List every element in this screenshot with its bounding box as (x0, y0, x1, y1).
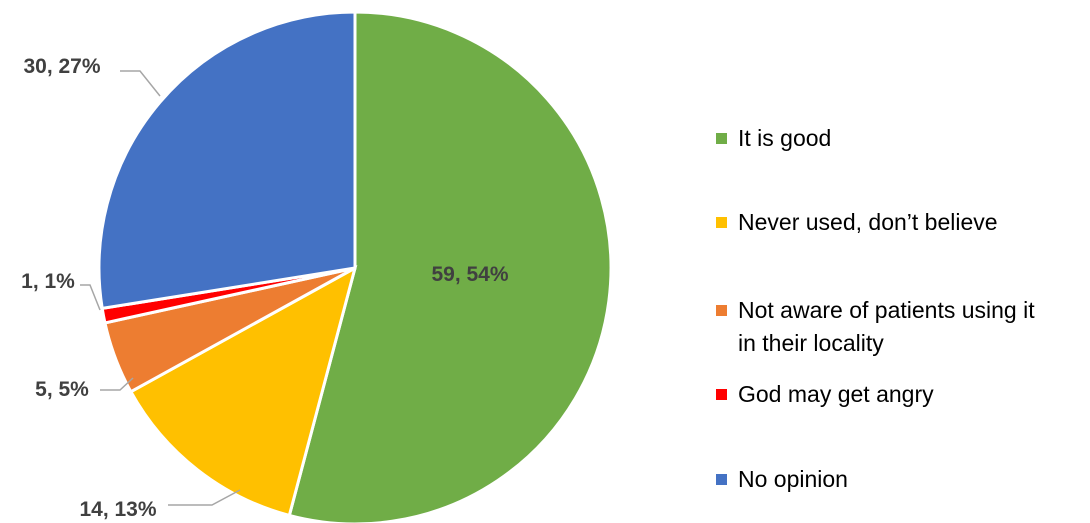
legend-label-no-opinion: No opinion (738, 466, 848, 492)
legend-label-it-is-good: It is good (738, 125, 831, 151)
legend: It is good Never used, don’t believe Not a… (716, 125, 1035, 492)
data-labels: 59, 54% 14, 13% 5, 5% 1, 1% 30, 27% (21, 55, 509, 521)
legend-swatch-never-used-don-t-believe (716, 217, 727, 228)
data-label-never-used-don-t-believe: 14, 13% (79, 498, 156, 521)
pie-slices (97, 10, 613, 523)
slice-no-opinion (97, 10, 357, 311)
data-label-it-is-good: 59, 54% (431, 263, 508, 286)
leader-line-god-may-get-angry (80, 284, 101, 311)
leader-line-not-aware-of-patients-using-it-in-their-locality (100, 377, 134, 391)
legend-swatch-it-is-good (716, 133, 727, 144)
legend-swatch-god-may-get-angry (716, 389, 727, 400)
leader-lines (80, 70, 241, 506)
legend-swatch-not-aware-of-patients-using-it-in-their-locality (716, 305, 727, 316)
legend-swatch-no-opinion (716, 474, 727, 485)
data-label-not-aware-of-patients-using-it-in-their-locality: 5, 5% (35, 378, 89, 401)
slice-never-used-don-t-believe (128, 264, 358, 518)
slice-it-is-good (287, 10, 613, 523)
data-label-no-opinion: 30, 27% (23, 55, 100, 78)
data-label-god-may-get-angry: 1, 1% (21, 270, 75, 293)
legend-label-never-used-don-t-believe: Never used, don’t believe (738, 209, 998, 235)
legend-label-not-aware-of-patients-using-it-in-their-locality-line-2: in their locality (738, 330, 884, 356)
legend-label-not-aware-of-patients-using-it-in-their-locality: Not aware of patients using it (738, 297, 1035, 323)
leader-line-no-opinion (120, 70, 161, 97)
legend-label-god-may-get-angry: God may get angry (738, 381, 934, 407)
leader-line-never-used-don-t-believe (168, 489, 241, 506)
